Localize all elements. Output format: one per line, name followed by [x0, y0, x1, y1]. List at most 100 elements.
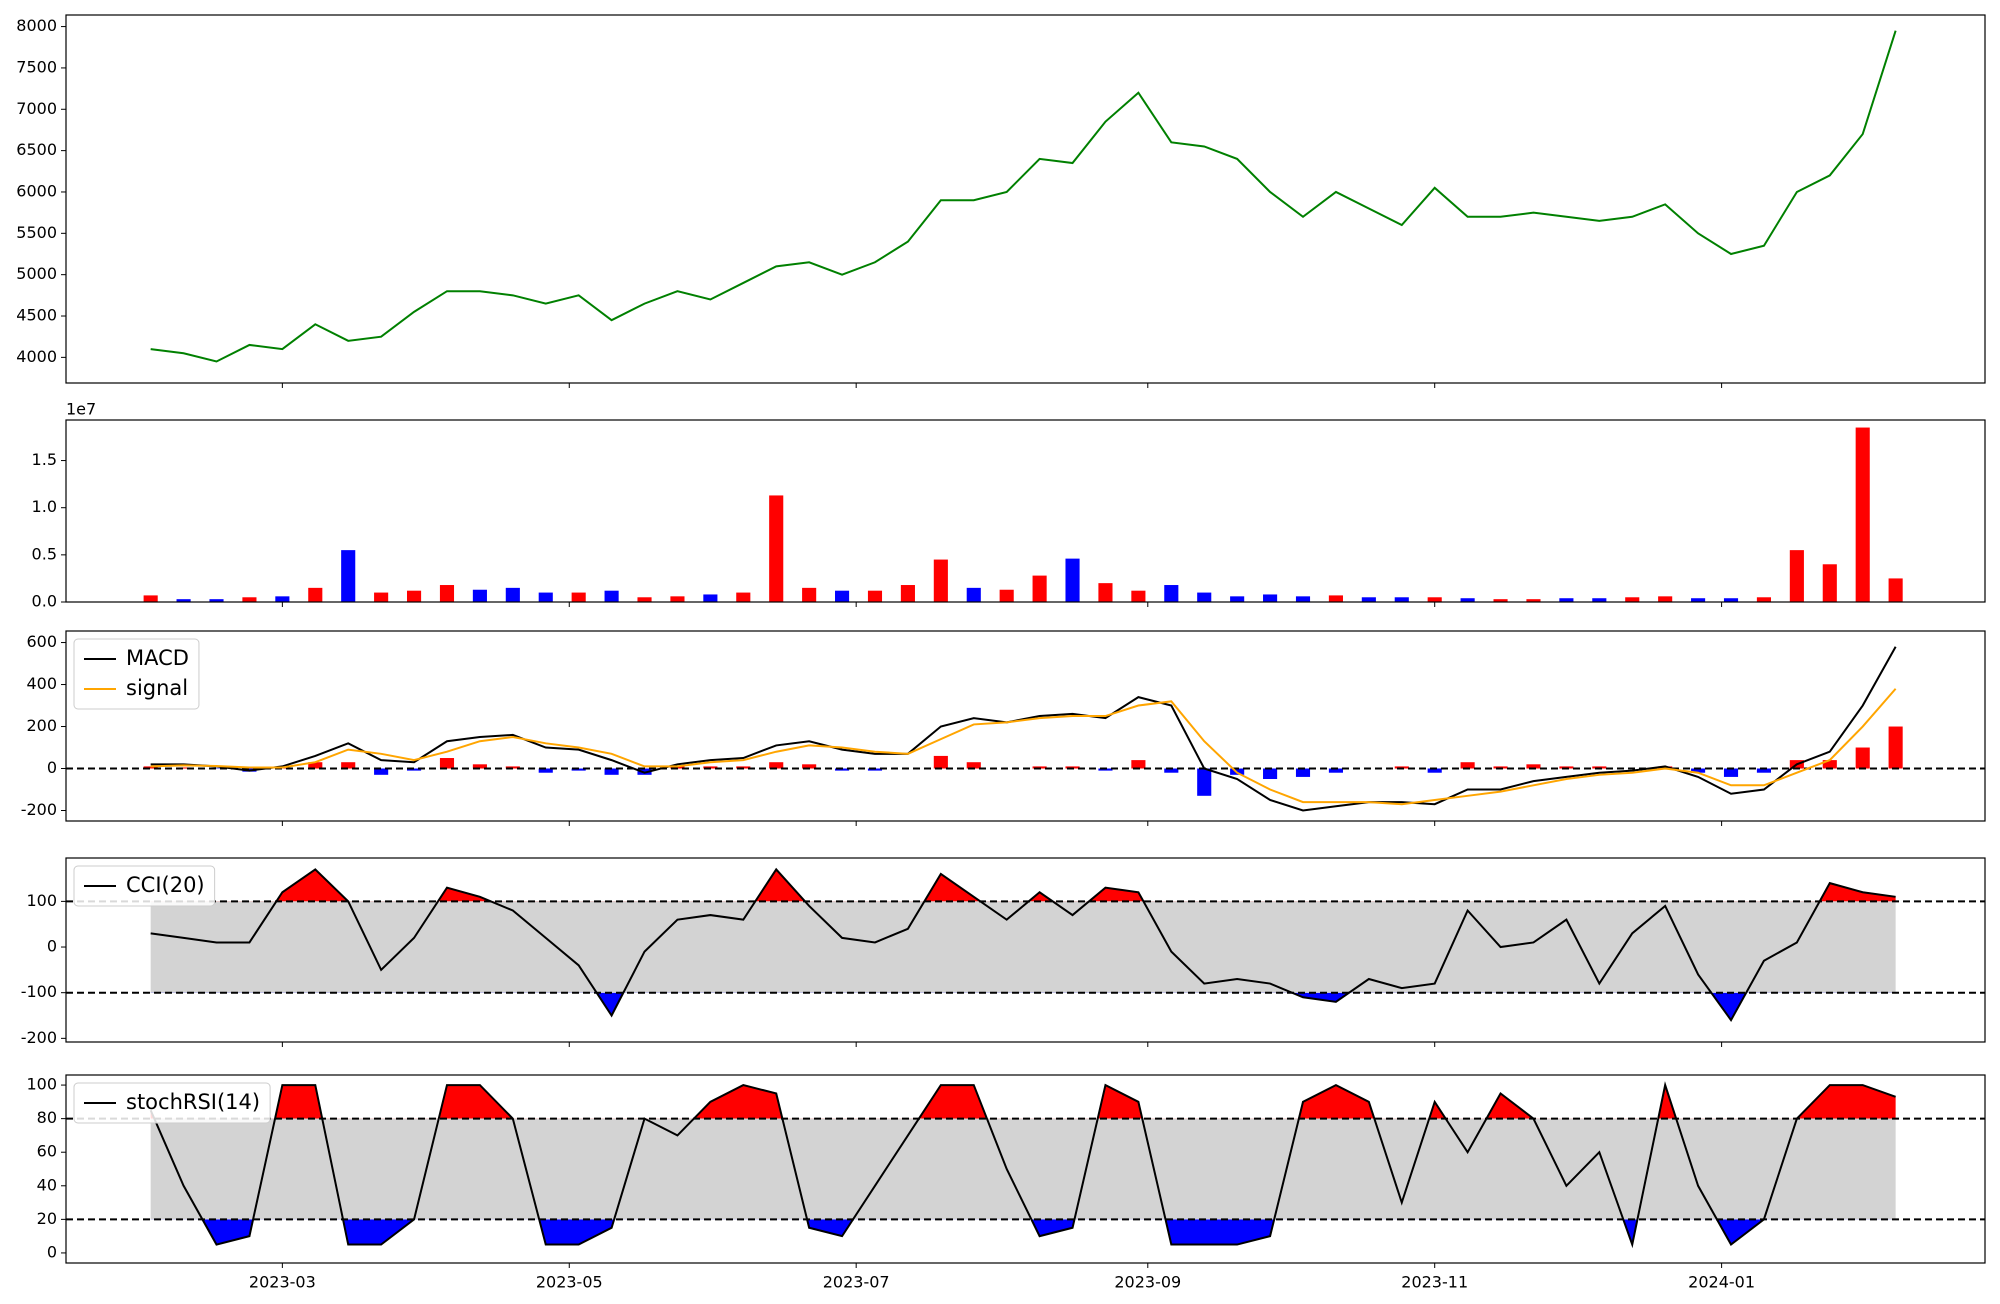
legend-label: CCI(20) — [126, 873, 205, 897]
y-tick-label: 0.0 — [32, 592, 57, 611]
volume-bar — [572, 593, 586, 602]
volume-bar — [144, 595, 158, 602]
y-tick-label: 1.0 — [32, 497, 57, 516]
volume-bar — [1757, 597, 1771, 602]
volume-bar — [1131, 591, 1145, 602]
volume-bar — [1263, 594, 1277, 602]
series-line — [151, 689, 1896, 804]
volume-bar — [1296, 596, 1310, 602]
axes-frame — [66, 631, 1985, 821]
volume-bar — [341, 550, 355, 602]
volume-bar — [1098, 583, 1112, 602]
y-tick-label: 600 — [26, 632, 57, 651]
histogram-bar — [1263, 769, 1277, 779]
y-tick-label: 8000 — [16, 16, 57, 35]
volume-bar — [901, 585, 915, 602]
volume-bar — [473, 590, 487, 602]
series-line — [151, 647, 1896, 811]
legend-label: MACD — [126, 646, 189, 670]
offset-label: 1e7 — [66, 400, 96, 419]
volume-bar — [605, 591, 619, 602]
y-tick-label: 0 — [47, 1242, 57, 1261]
volume-bar — [1230, 596, 1244, 602]
axes-frame — [66, 15, 1985, 383]
volume-bar — [1625, 597, 1639, 602]
volume-bar — [1790, 550, 1804, 602]
neutral-band — [151, 901, 1896, 992]
legend: CCI(20) — [74, 866, 215, 906]
volume-bar — [670, 596, 684, 602]
volume-bar — [868, 591, 882, 602]
histogram-bar — [1131, 760, 1145, 768]
volume-bar — [802, 588, 816, 602]
histogram-bar — [1197, 769, 1211, 796]
histogram-bar — [440, 758, 454, 768]
x-tick-label: 2023-05 — [536, 1273, 603, 1292]
volume-bar — [275, 596, 289, 602]
volume-bar — [934, 560, 948, 602]
y-tick-label: -200 — [21, 800, 57, 819]
y-tick-label: 1.5 — [32, 450, 57, 469]
y-tick-label: 5000 — [16, 264, 57, 283]
y-tick-label: 4000 — [16, 347, 57, 366]
y-tick-label: 0 — [47, 937, 57, 956]
histogram-bar — [1856, 748, 1870, 769]
volume-bar — [1395, 597, 1409, 602]
volume-bar — [440, 585, 454, 602]
volume-bar — [1823, 564, 1837, 602]
volume-bar — [769, 495, 783, 602]
panel: -200 -100 0 100 CCI(20) — [21, 858, 1985, 1047]
volume-bar — [1000, 590, 1014, 602]
x-tick-label: 2023-11 — [1401, 1273, 1468, 1292]
volume-bar — [967, 588, 981, 602]
panel: -200 0 200 400 600 MACD signal — [21, 631, 1985, 826]
y-tick-label: 200 — [26, 716, 57, 735]
y-tick-label: 4500 — [16, 306, 57, 325]
histogram-bar — [1724, 769, 1738, 777]
volume-bar — [1428, 597, 1442, 602]
volume-bar — [539, 593, 553, 602]
y-tick-label: 5500 — [16, 223, 57, 242]
volume-bar — [835, 591, 849, 602]
volume-bar — [1856, 428, 1870, 602]
volume-bar — [736, 593, 750, 602]
y-tick-label: -200 — [21, 1028, 57, 1047]
y-tick-label: -100 — [21, 982, 57, 1001]
volume-bar — [407, 591, 421, 602]
x-tick-label: 2024-01 — [1688, 1273, 1755, 1292]
volume-bar — [637, 597, 651, 602]
y-tick-label: 40 — [37, 1175, 57, 1194]
y-tick-label: 0 — [47, 758, 57, 777]
panel: 0.0 0.5 1.0 1.5 1e7 — [32, 400, 1985, 611]
volume-bar — [1362, 597, 1376, 602]
x-tick-label: 2023-09 — [1114, 1273, 1181, 1292]
y-tick-label: 0.5 — [32, 544, 57, 563]
legend-label: stochRSI(14) — [126, 1090, 260, 1114]
y-tick-label: 7500 — [16, 57, 57, 76]
volume-bar — [308, 588, 322, 602]
y-tick-label: 20 — [37, 1209, 57, 1228]
volume-bar — [242, 597, 256, 602]
volume-bar — [1065, 559, 1079, 602]
legend-label: signal — [126, 676, 188, 700]
y-tick-label: 6000 — [16, 181, 57, 200]
volume-bar — [1329, 595, 1343, 602]
y-tick-label: 60 — [37, 1142, 57, 1161]
y-tick-label: 7000 — [16, 99, 57, 118]
histogram-bar — [1889, 727, 1903, 769]
legend: stochRSI(14) — [74, 1083, 270, 1123]
volume-bar — [506, 588, 520, 602]
volume-bar — [1197, 593, 1211, 602]
y-tick-label: 400 — [26, 674, 57, 693]
x-tick-label: 2023-03 — [249, 1273, 316, 1292]
y-tick-label: 80 — [37, 1108, 57, 1127]
y-tick-label: 100 — [26, 891, 57, 910]
x-tick-label: 2023-07 — [823, 1273, 890, 1292]
volume-bar — [1658, 596, 1672, 602]
histogram-bar — [1296, 769, 1310, 777]
volume-bar — [1033, 576, 1047, 602]
volume-bar — [374, 593, 388, 602]
